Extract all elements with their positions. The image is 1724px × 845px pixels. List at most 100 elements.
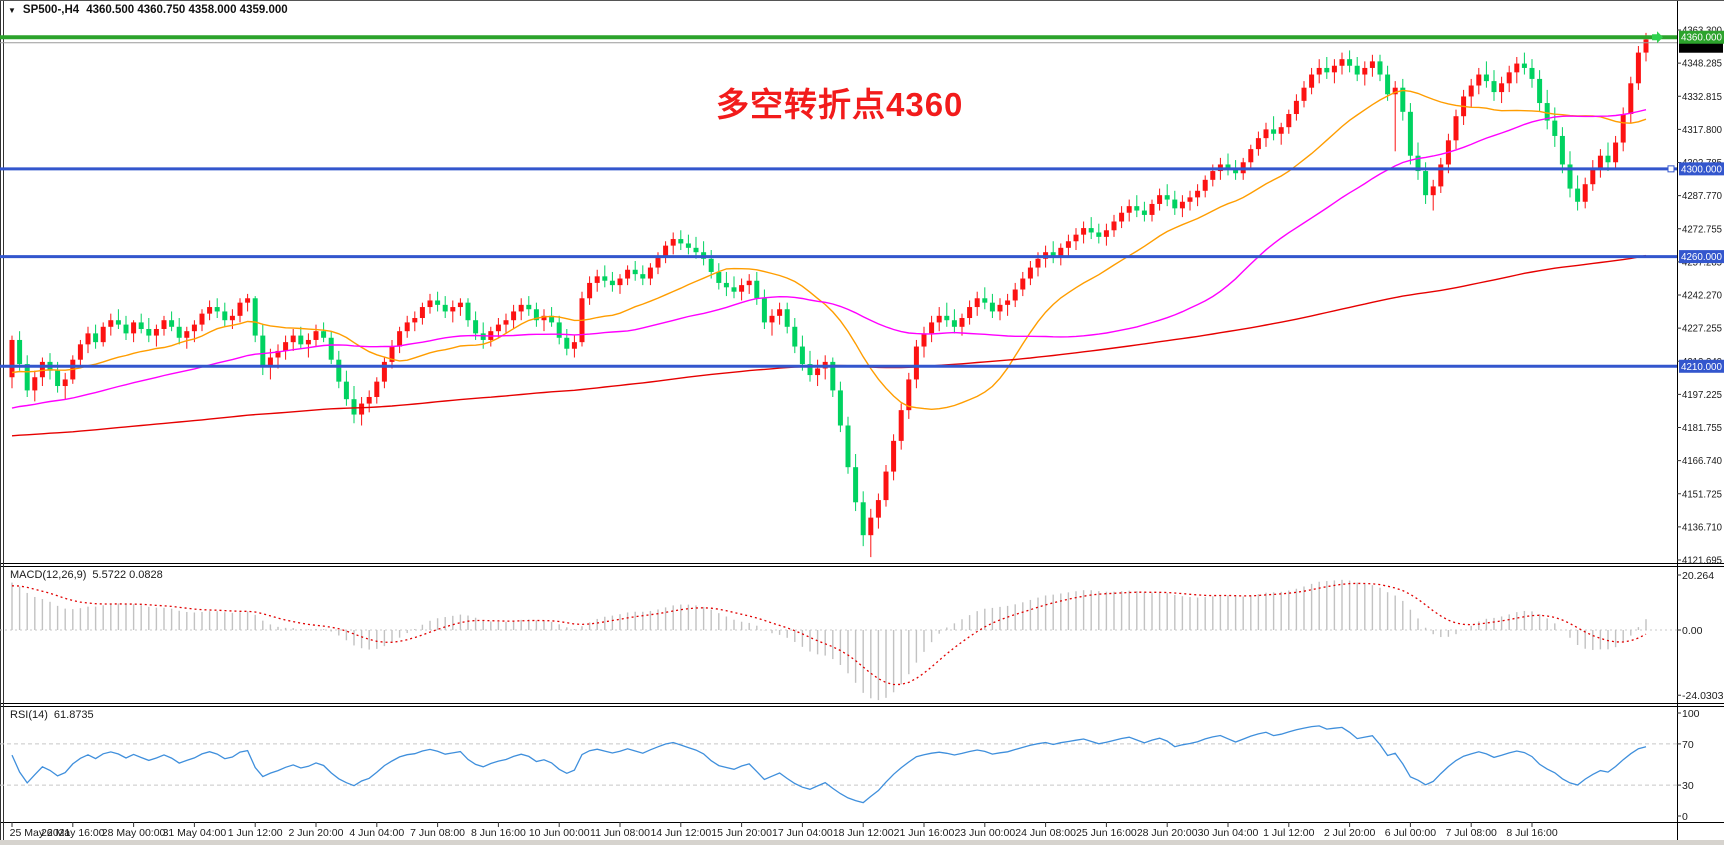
main-price-panel[interactable]: [0, 8, 1677, 563]
bid-price-badge: [1679, 41, 1723, 53]
macd-name: MACD(12,26,9): [10, 569, 87, 581]
price-line-badge[interactable]: [1679, 30, 1724, 44]
time-axis-label: 10 Jun 00:00: [529, 827, 590, 839]
symbol-dropdown-icon[interactable]: ▼: [8, 5, 16, 15]
price-axis[interactable]: 4363.3004348.2854332.8154317.8004302.785…: [1677, 26, 1722, 567]
candle-body: [906, 379, 912, 411]
candle-body: [609, 280, 615, 286]
candle-body: [1559, 135, 1565, 165]
candle-body: [511, 311, 517, 321]
candle-body: [754, 280, 760, 299]
candle-body: [1225, 164, 1231, 169]
price-axis-label: 4121.695: [1682, 556, 1722, 567]
annotation-text[interactable]: 多空转折点4360: [716, 86, 964, 123]
candle-body: [982, 298, 988, 303]
candle-body: [1476, 74, 1482, 86]
sma-50-line: [11, 109, 1647, 409]
candle-body: [936, 315, 942, 323]
price-line-badge[interactable]: [1679, 359, 1724, 373]
candle-body: [1392, 87, 1398, 95]
candle-body: [1088, 228, 1094, 233]
candle-body: [777, 309, 783, 316]
candle-body: [503, 320, 509, 325]
candle-body: [435, 300, 441, 305]
price-line-badge-label: 4300.000: [1681, 164, 1722, 175]
candle-body: [245, 298, 251, 303]
time-axis-label: 8 Jul 16:00: [1506, 827, 1558, 839]
candle-body: [77, 344, 83, 360]
candle-body: [1233, 168, 1239, 174]
candle-body: [1020, 278, 1026, 290]
candle-body: [967, 307, 973, 319]
candle-body: [845, 425, 851, 468]
candle-body: [153, 328, 159, 336]
candle-body: [617, 278, 623, 286]
candle-body: [1027, 267, 1033, 279]
candle-body: [252, 298, 258, 336]
candle-body: [214, 307, 220, 312]
candle-body: [1081, 228, 1087, 235]
candle-body: [1050, 252, 1056, 257]
rsi-panel[interactable]: [0, 707, 1677, 822]
price-line-badge[interactable]: [1679, 162, 1724, 176]
candle-body: [1012, 289, 1018, 301]
candle-body: [549, 315, 555, 323]
candle-body: [1491, 81, 1497, 93]
candle-body: [260, 335, 266, 367]
candle-body: [670, 239, 676, 246]
price-line-badge-label: 4260.000: [1681, 252, 1722, 263]
macd-panel[interactable]: [0, 567, 1677, 702]
time-axis-label: 31 May 04:00: [163, 827, 227, 839]
candle-body: [1590, 168, 1596, 185]
time-axis-label: 4 Jun 04:00: [349, 827, 404, 839]
candle-body: [1195, 190, 1201, 198]
candle-body: [989, 302, 995, 312]
time-axis-label: 15 Jun 20:00: [711, 827, 772, 839]
price-line-badge-label: 4210.000: [1681, 362, 1722, 373]
candle-body: [533, 309, 539, 321]
time-axis-label: 11 Jun 08:00: [590, 827, 650, 839]
candle-body: [442, 304, 448, 312]
candle-body: [868, 517, 874, 536]
candle-body: [1628, 83, 1634, 115]
macd-signal-line: [11, 582, 1647, 686]
candle-body: [176, 326, 182, 338]
candle-body: [229, 315, 235, 321]
candle-body: [769, 315, 775, 323]
rsi-indicator-label: RSI(14) 61.8735: [10, 709, 94, 721]
candle-body: [1605, 155, 1611, 163]
chart-ohlc-values: 4360.500 4360.750 4358.000 4359.000: [86, 4, 288, 16]
candle-body: [815, 368, 821, 376]
candle-body: [921, 333, 927, 347]
time-axis-label: 1 Jun 12:00: [228, 827, 283, 839]
time-axis-label: 23 Jun 00:00: [954, 827, 1015, 839]
macd-indicator-label: MACD(12,26,9) 5.5722 0.0828: [10, 569, 163, 581]
price-line-badge-label: 4360.000: [1681, 33, 1722, 44]
candle-body: [1362, 67, 1368, 75]
candle-body: [1331, 65, 1337, 73]
status-strip: [0, 840, 1724, 845]
candle-body: [290, 335, 296, 343]
candle-body: [1263, 129, 1269, 139]
candle-body: [374, 381, 380, 397]
candle-body: [1255, 138, 1261, 150]
candle-body: [1468, 85, 1474, 97]
candle-body: [1407, 111, 1413, 156]
candle-body: [1369, 61, 1375, 68]
rsi-axis-label: 100: [1682, 708, 1700, 720]
candle-body: [39, 361, 45, 378]
rsi-axis-label: 0: [1682, 811, 1688, 823]
candle-body: [663, 245, 669, 257]
candle-body: [1202, 179, 1208, 191]
line-handle[interactable]: [1667, 165, 1675, 173]
rsi-name: RSI(14): [10, 709, 48, 721]
candle-body: [108, 320, 114, 327]
price-axis-label: 4227.255: [1682, 324, 1722, 335]
candle-body: [1187, 197, 1193, 202]
macd-axis-label: 20.264: [1682, 570, 1714, 582]
time-axis-label: 1 Jul 12:00: [1263, 827, 1315, 839]
candle-body: [716, 271, 722, 283]
candle-body: [1286, 114, 1292, 128]
price-line-badge[interactable]: [1679, 250, 1724, 264]
